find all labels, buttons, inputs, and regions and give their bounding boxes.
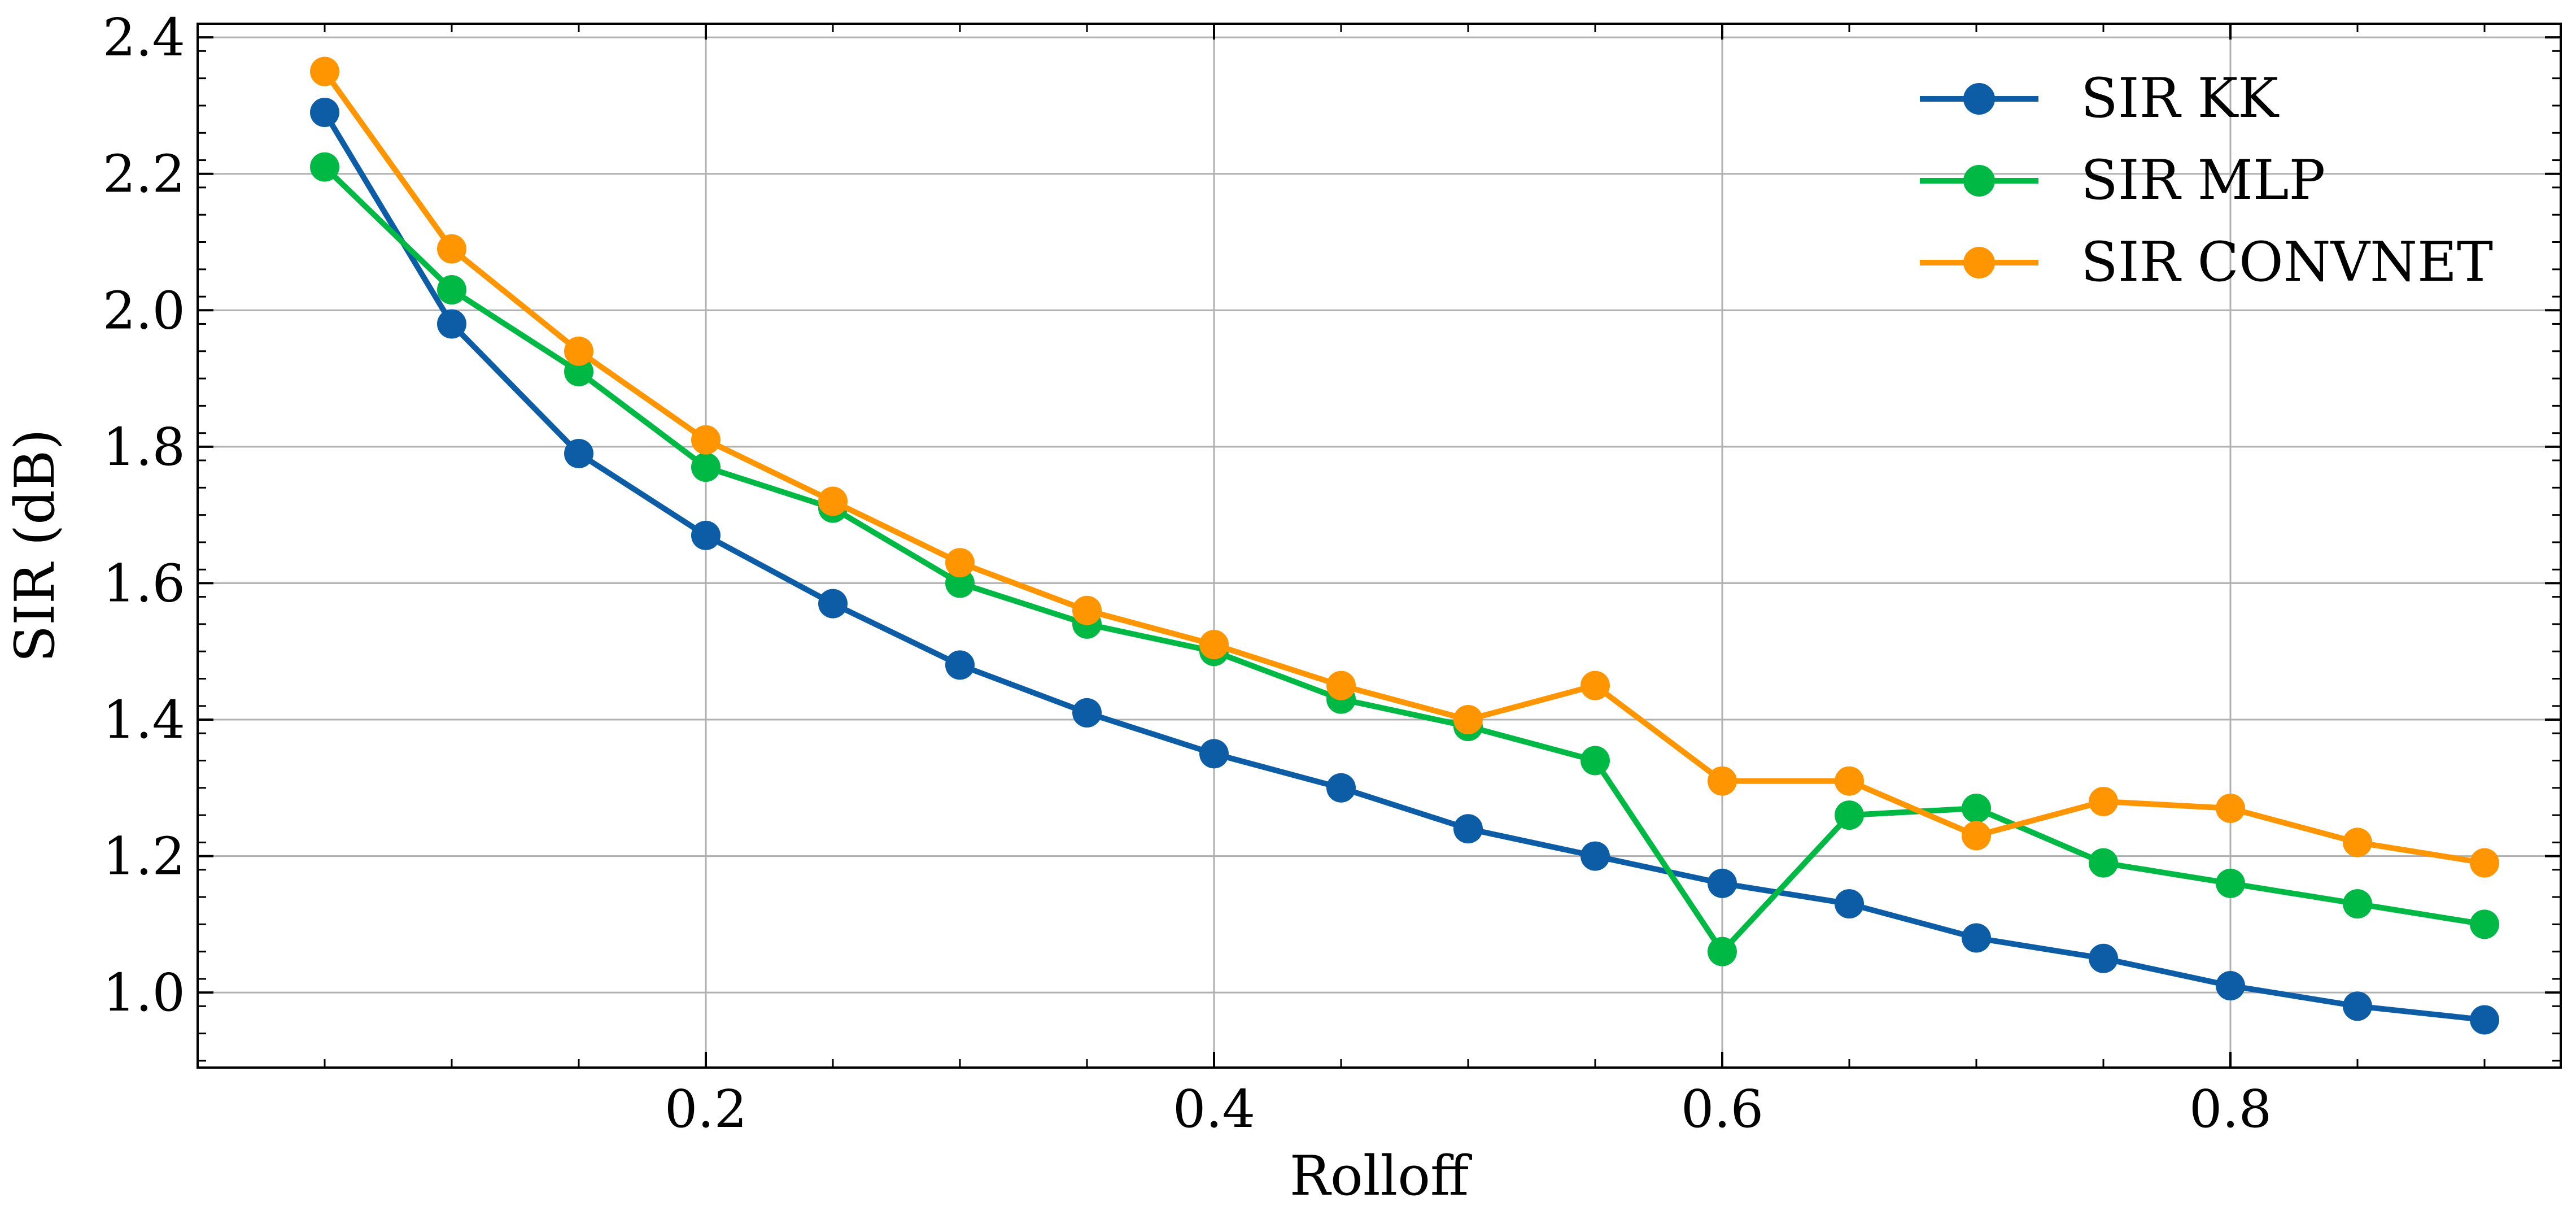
legend-label-sir-mlp: SIR MLP (2081, 149, 2325, 212)
data-point-sir-kk (2089, 943, 2118, 973)
data-point-sir-mlp (1835, 800, 1864, 830)
data-point-sir-mlp (691, 452, 721, 482)
data-point-sir-kk (945, 650, 975, 680)
data-point-sir-mlp (1708, 937, 1737, 966)
tick-labels: 0.2 0.4 0.6 0.8 1.0 1.2 1.4 1.6 1.8 2.0 2.2 2.4 (103, 7, 2272, 1139)
data-point-sir-convnet (564, 336, 593, 366)
legend-label-sir-convnet: SIR CONVNET (2081, 230, 2493, 294)
data-point-sir-kk (1453, 814, 1483, 844)
data-point-sir-kk (1326, 773, 1356, 803)
legend-entry-sir-kk: SIR KK (1920, 67, 2280, 130)
data-point-sir-kk (2343, 991, 2372, 1021)
legend-entry-sir-mlp: SIR MLP (1920, 149, 2325, 212)
data-point-sir-kk (1835, 889, 1864, 919)
data-point-sir-convnet (437, 234, 466, 264)
grid-lines (198, 24, 2561, 1068)
series-sir-mlp (310, 152, 2499, 966)
y-tick-label: 2.4 (103, 7, 185, 68)
legend-marker-sir-mlp (1963, 165, 1995, 197)
data-point-sir-convnet (1580, 670, 1610, 700)
data-point-sir-mlp (1580, 746, 1610, 776)
series-layer (310, 56, 2499, 1035)
legend-marker-sir-kk (1963, 83, 1995, 115)
axis-ticks (198, 23, 2561, 1068)
data-point-sir-kk (1580, 841, 1610, 871)
data-point-sir-kk (310, 98, 339, 128)
data-point-sir-convnet (1072, 595, 1102, 625)
y-tick-label: 2.0 (103, 280, 185, 341)
data-point-sir-mlp (2089, 848, 2118, 878)
data-point-sir-convnet (818, 486, 848, 516)
series-sir-kk (310, 98, 2499, 1035)
data-point-sir-kk (818, 589, 848, 619)
data-point-sir-convnet (2343, 828, 2372, 857)
y-tick-label: 1.0 (103, 963, 185, 1023)
data-point-sir-kk (2216, 971, 2245, 1001)
y-axis-title: SIR (dB) (3, 429, 67, 662)
y-tick-label: 2.2 (103, 144, 185, 204)
data-point-sir-convnet (1962, 821, 1991, 851)
x-tick-label: 0.2 (665, 1079, 747, 1139)
data-point-sir-mlp (564, 357, 593, 386)
data-point-sir-mlp (2470, 909, 2499, 939)
x-tick-label: 0.4 (1173, 1079, 1255, 1139)
x-axis-title: Rolloff (1290, 1144, 1472, 1208)
data-point-sir-kk (1199, 739, 1229, 769)
x-tick-label: 0.6 (1681, 1079, 1763, 1139)
data-point-sir-mlp (945, 568, 975, 598)
data-point-sir-mlp (2216, 868, 2245, 898)
data-point-sir-convnet (1708, 766, 1737, 796)
series-line-sir-mlp (322, 165, 2485, 955)
y-tick-label: 1.4 (103, 690, 185, 750)
legend-label-sir-kk: SIR KK (2081, 67, 2280, 130)
legend: SIR KK SIR MLP SIR CONVNET (1920, 67, 2493, 294)
data-point-sir-kk (691, 520, 721, 550)
data-point-sir-kk (1708, 868, 1737, 898)
x-tick-label: 0.8 (2189, 1079, 2272, 1139)
y-tick-label: 1.8 (103, 417, 185, 477)
data-point-sir-kk (2470, 1005, 2499, 1035)
data-point-sir-convnet (2216, 794, 2245, 824)
data-point-sir-convnet (2470, 848, 2499, 878)
series-line-sir-kk (322, 111, 2485, 1023)
data-point-sir-convnet (310, 56, 339, 86)
data-point-sir-mlp (310, 152, 339, 182)
data-point-sir-mlp (2343, 889, 2372, 919)
y-tick-label: 1.6 (103, 553, 185, 613)
data-point-sir-convnet (1199, 630, 1229, 660)
data-point-sir-convnet (945, 548, 975, 578)
plot-area-frame (197, 23, 2562, 1069)
data-point-sir-convnet (1453, 705, 1483, 734)
data-point-sir-kk (1962, 923, 1991, 953)
data-point-sir-convnet (1835, 766, 1864, 796)
data-point-sir-kk (1072, 698, 1102, 728)
data-point-sir-kk (564, 438, 593, 468)
data-point-sir-convnet (1326, 670, 1356, 700)
data-point-sir-convnet (2089, 786, 2118, 816)
data-point-sir-convnet (691, 425, 721, 455)
series-sir-convnet (310, 56, 2499, 878)
legend-entry-sir-convnet: SIR CONVNET (1920, 230, 2493, 294)
data-point-sir-kk (437, 309, 466, 339)
legend-marker-sir-convnet (1963, 247, 1995, 278)
data-point-sir-mlp (437, 275, 466, 305)
data-point-sir-mlp (1962, 794, 1991, 824)
series-line-sir-convnet (322, 69, 2485, 866)
y-tick-label: 1.2 (103, 826, 185, 887)
